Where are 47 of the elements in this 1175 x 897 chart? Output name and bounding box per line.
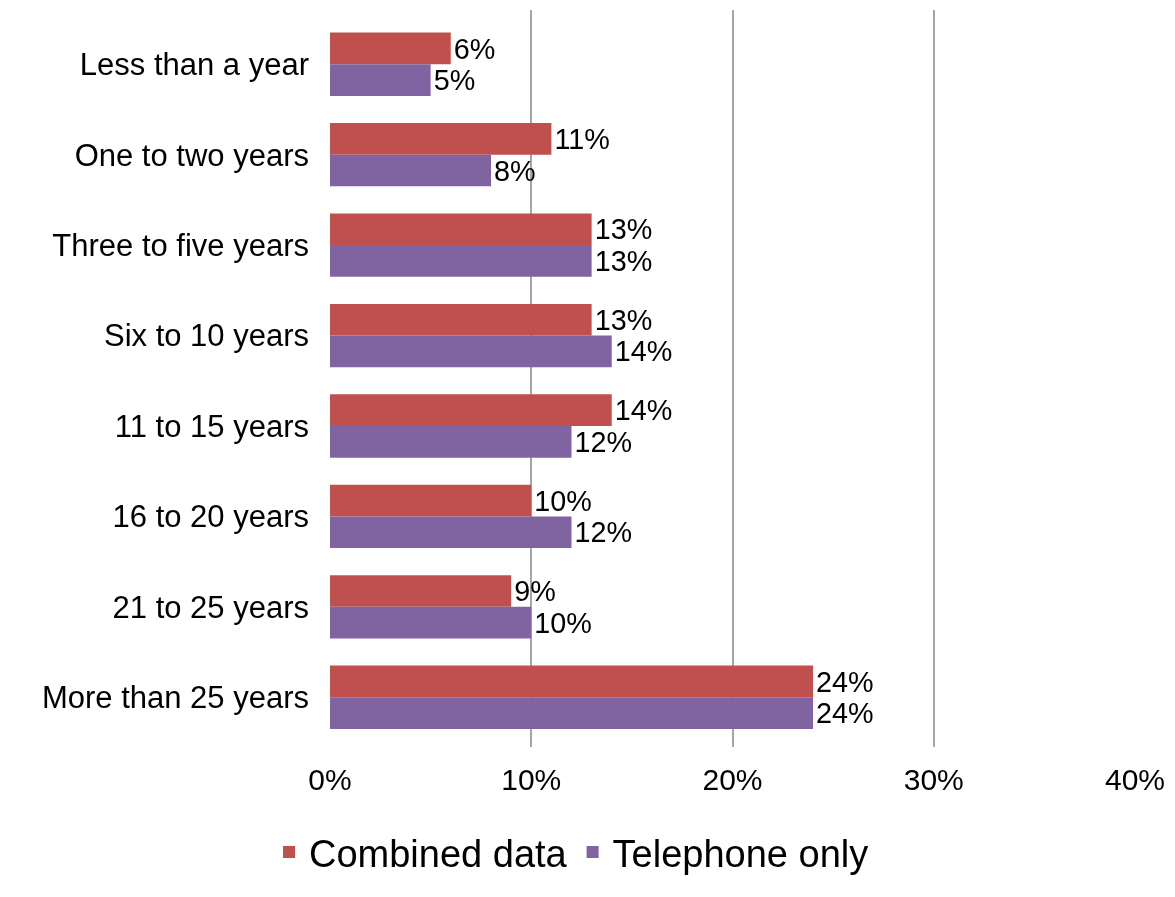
bar bbox=[330, 245, 592, 277]
y-tick-label: More than 25 years bbox=[41, 680, 309, 716]
bar bbox=[330, 606, 532, 639]
data-label: 9% bbox=[514, 575, 556, 608]
y-tick-label: 11 to 15 years bbox=[114, 408, 309, 444]
data-label: 6% bbox=[453, 32, 496, 65]
bar bbox=[330, 335, 612, 368]
data-label: 10% bbox=[534, 606, 592, 639]
y-tick-label: Six to 10 years bbox=[103, 318, 309, 354]
data-label: 13% bbox=[594, 245, 653, 278]
data-label: 13% bbox=[594, 213, 653, 246]
data-label: 24% bbox=[816, 697, 874, 730]
bar bbox=[330, 516, 572, 549]
x-tick-label: 20% bbox=[702, 763, 763, 796]
bar bbox=[330, 697, 813, 729]
bar bbox=[330, 213, 592, 246]
y-tick-label: 16 to 20 years bbox=[112, 499, 309, 535]
y-tick-label: Three to five years bbox=[52, 227, 309, 263]
data-label: 13% bbox=[594, 303, 653, 336]
data-label: 24% bbox=[816, 665, 874, 698]
data-label: 12% bbox=[574, 425, 633, 458]
bar bbox=[330, 154, 491, 187]
data-label: 8% bbox=[494, 154, 536, 187]
bar bbox=[330, 64, 431, 96]
x-tick-label: 0% bbox=[308, 763, 352, 796]
bar bbox=[330, 484, 532, 517]
y-tick-label: 21 to 25 years bbox=[112, 589, 309, 625]
data-label: 14% bbox=[614, 335, 673, 368]
data-label: 14% bbox=[614, 394, 673, 427]
x-tick-label: 30% bbox=[903, 763, 964, 796]
bar bbox=[330, 303, 592, 336]
legend-label: Telephone only bbox=[612, 832, 869, 875]
bar bbox=[330, 425, 572, 458]
y-tick-label: Less than a year bbox=[79, 47, 309, 83]
x-tick-label: 40% bbox=[1104, 763, 1166, 796]
data-label: 11% bbox=[554, 122, 610, 155]
x-tick-label: 10% bbox=[501, 763, 562, 796]
bar bbox=[330, 394, 612, 426]
bar bbox=[330, 665, 813, 698]
bar bbox=[330, 32, 451, 65]
bar bbox=[330, 123, 552, 155]
data-label: 5% bbox=[433, 64, 476, 97]
legend-label: Combined data bbox=[309, 832, 568, 875]
y-tick-label: One to two years bbox=[74, 137, 309, 173]
bar bbox=[330, 575, 512, 607]
data-label: 10% bbox=[534, 484, 592, 517]
data-label: 12% bbox=[574, 516, 633, 549]
